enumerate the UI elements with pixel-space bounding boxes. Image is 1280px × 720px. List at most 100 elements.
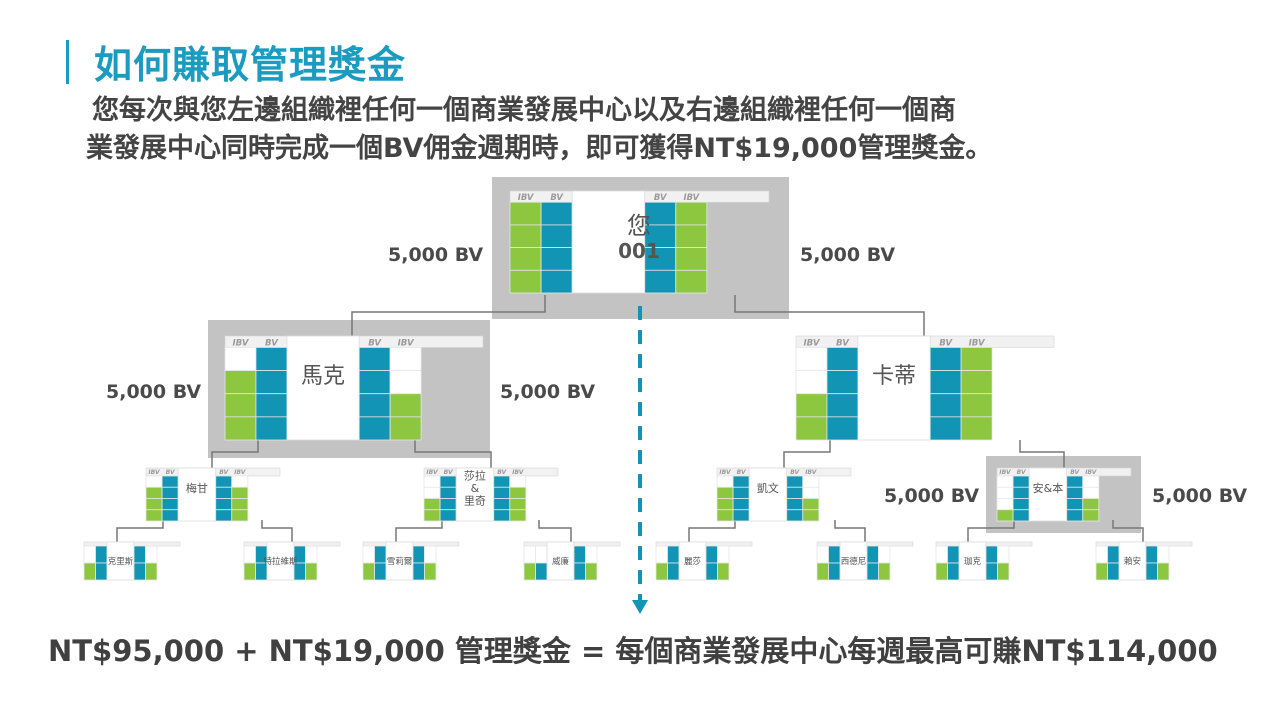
footer-summary: NT$95,000 + NT$19,000 管理獎金 = 每個商業發展中心每週最… [48, 634, 1218, 668]
node-leaf-6-right-ibv-cell-1 [997, 562, 1010, 581]
node-megan-left-ibv-cell-1 [145, 486, 163, 499]
node-megan-col-header-0: IBV [148, 469, 161, 476]
node-anben-col-header-2: BV [1070, 469, 1080, 476]
node-kevin-right-bv-cell-1 [786, 486, 804, 499]
connector-mark-megan [211, 440, 259, 468]
node-sara-rich-left-bv-cell-3 [439, 509, 457, 522]
node-kevin-right-bv-cell-0 [786, 475, 804, 488]
node-sara-rich-left-bv-cell-2 [439, 498, 457, 511]
node-mark-right-ibv-cell-3 [389, 416, 422, 441]
node-leaf-6-right-bv-cell-0 [985, 545, 998, 564]
node-kadi-col-header-2: BV [939, 338, 953, 348]
node-leaf-0-center [106, 541, 135, 581]
node-sara-rich-left-ibv-cell-2 [423, 498, 441, 511]
arrow-down-icon [632, 600, 648, 614]
node-megan-left-bv-cell-0 [161, 475, 179, 488]
node-sara-rich-col-header-3: IBV [512, 469, 525, 476]
node-kevin-col-header-0: IBV [719, 469, 732, 476]
node-mark-left-bv-cell-1 [255, 370, 288, 395]
node-leaf-5-left-ibv-cell-1 [816, 562, 829, 581]
node-kevin-left-bv-cell-1 [732, 486, 750, 499]
connector-kadi-kevin [783, 440, 831, 468]
node-leaf-2-left-ibv-cell-1 [362, 562, 375, 581]
node-kadi-left-ibv-cell-3 [795, 416, 828, 441]
node-mark-left-ibv-cell-3 [224, 416, 257, 441]
node-kevin-right-ibv-cell-2 [802, 498, 820, 511]
node-leaf-1-right-ibv-cell-0 [305, 545, 318, 564]
node-leaf-1-label-line-0: 特拉維斯 [263, 556, 298, 567]
node-sara-rich-right-ibv-cell-1 [509, 486, 527, 499]
title-accent-bar [66, 40, 69, 84]
node-leaf-6-left-bv-cell-1 [947, 562, 960, 581]
connector-leaf-4 [688, 520, 736, 542]
node-mark-left-ibv-cell-0 [224, 347, 257, 371]
node-leaf-5-center [839, 541, 868, 581]
root-left-bv: 5,000 BV [388, 244, 484, 266]
node-leaf-7-right-bv-cell-1 [1145, 562, 1158, 581]
node-leaf-3-center [546, 541, 575, 581]
connector-leaf-0 [116, 520, 164, 542]
node-megan-right-ibv-cell-1 [231, 486, 249, 499]
node-megan-left-bv-cell-1 [161, 486, 179, 499]
node-mark-right-bv-cell-3 [358, 416, 391, 441]
node-kadi-left-bv-cell-0 [826, 347, 859, 371]
node-sara-rich-right-ibv-cell-3 [509, 509, 527, 522]
node-megan-right-ibv-cell-0 [231, 475, 249, 488]
node-kevin-col-header-1: BV [737, 469, 747, 476]
node-anben-col-header-1: BV [1017, 469, 1027, 476]
node-megan-left-bv-cell-3 [161, 509, 179, 522]
node-leaf-3-left-bv-cell-1 [535, 562, 548, 581]
node-anben: IBV BV BV IBV 安&本 [996, 467, 1132, 522]
node-mark-right-ibv-cell-2 [389, 393, 422, 418]
node-mark-right-ibv-cell-1 [389, 370, 422, 395]
node-kevin-right-ibv-cell-3 [802, 509, 820, 522]
node-kadi-right-ibv-cell-1 [960, 370, 993, 395]
node-root-left-ibv-cell-1 [509, 224, 542, 249]
node-anben-center [1028, 467, 1068, 522]
node-leaf-4: 麗莎 [655, 541, 753, 581]
node-kadi-right-bv-cell-2 [929, 393, 962, 418]
node-mark-col-header-1: BV [265, 338, 279, 348]
node-leaf-4-right-ibv-cell-1 [717, 562, 730, 581]
node-kadi-right-ibv-cell-0 [960, 347, 993, 371]
node-leaf-7-center [1118, 541, 1147, 581]
node-root-id: 001 [618, 239, 660, 263]
node-sara-rich-col-header-0: IBV [426, 469, 439, 476]
node-sara-rich-right-bv-cell-2 [493, 498, 511, 511]
node-kadi-label-line-0: 卡蒂 [872, 364, 916, 389]
node-mark-left-bv-cell-0 [255, 347, 288, 371]
node-anben-left-ibv-cell-2 [996, 498, 1014, 511]
node-anben-right-ibv-cell-1 [1082, 486, 1100, 499]
description-line-2: 業發展中心同時完成一個BV佣金週期時，即可獲得NT$19,000管理獎金。 [86, 133, 993, 164]
node-sara-rich-left-ibv-cell-1 [423, 486, 441, 499]
node-kadi-left-bv-cell-3 [826, 416, 859, 441]
node-anben-right-bv-cell-3 [1066, 509, 1084, 522]
node-kadi-center [857, 335, 931, 441]
anben-left-bv: 5,000 BV [884, 485, 980, 507]
node-leaf-5-left-bv-cell-0 [828, 545, 841, 564]
node-anben-left-ibv-cell-0 [996, 475, 1014, 488]
node-kadi-left-bv-cell-2 [826, 393, 859, 418]
node-leaf-1-left-ibv-cell-0 [243, 545, 256, 564]
node-leaf-5-right-bv-cell-0 [866, 545, 879, 564]
node-leaf-2-right-ibv-cell-0 [424, 545, 437, 564]
page-title: 如何賺取管理獎金 [94, 43, 407, 87]
node-leaf-7-left-bv-cell-1 [1107, 562, 1120, 581]
node-leaf-4-left-bv-cell-0 [667, 545, 680, 564]
node-sara-rich-label-line-0: 莎拉 [464, 468, 486, 482]
node-mark-right-bv-cell-1 [358, 370, 391, 395]
node-sara-rich-right-ibv-cell-2 [509, 498, 527, 511]
node-leaf-7-left-bv-cell-0 [1107, 545, 1120, 564]
node-leaf-4-left-ibv-cell-1 [655, 562, 668, 581]
node-megan-right-ibv-cell-3 [231, 509, 249, 522]
node-leaf-1: 特拉維斯 [243, 541, 341, 581]
node-root-col-header-2: BV [654, 192, 668, 202]
node-kevin-right-ibv-cell-1 [802, 486, 820, 499]
node-root-right-ibv-cell-1 [675, 224, 708, 249]
description-line-1: 您每次與您左邊組織裡任何一個商業發展中心以及右邊組織裡任何一個商 [92, 95, 956, 126]
node-leaf-1-center [266, 541, 295, 581]
node-kevin-right-bv-cell-2 [786, 498, 804, 511]
node-leaf-5: 西德尼 [816, 541, 914, 581]
node-root-right-ibv-cell-3 [675, 269, 708, 294]
